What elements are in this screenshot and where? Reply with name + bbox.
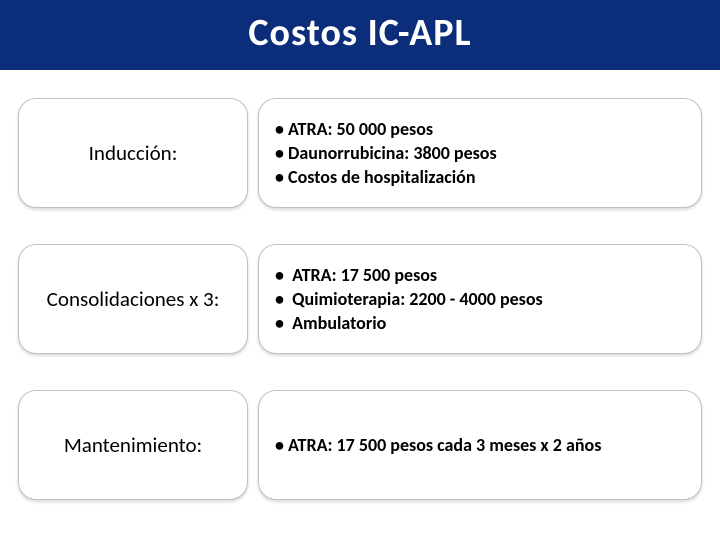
- label-text: Mantenimiento:: [64, 432, 202, 458]
- label-mantenimiento: Mantenimiento:: [18, 390, 248, 500]
- row-mantenimiento: Mantenimiento: ATRA: 17 500 pesos cada 3…: [18, 390, 702, 500]
- label-text: Inducción:: [89, 140, 178, 166]
- list-item: Daunorrubicina: 3800 pesos: [275, 141, 497, 165]
- row-consolidaciones: Consolidaciones x 3: ATRA: 17 500 pesos …: [18, 244, 702, 354]
- row-induccion: Inducción: ATRA: 50 000 pesos Daunorrubi…: [18, 98, 702, 208]
- header-bar: Costos IC-APL: [0, 0, 720, 70]
- content-area: Inducción: ATRA: 50 000 pesos Daunorrubi…: [0, 70, 720, 500]
- details-mantenimiento: ATRA: 17 500 pesos cada 3 meses x 2 años: [258, 390, 702, 500]
- label-consolidaciones: Consolidaciones x 3:: [18, 244, 248, 354]
- list-item: ATRA: 17 500 pesos: [275, 263, 543, 287]
- list-item: Ambulatorio: [275, 311, 543, 335]
- label-text: Consolidaciones x 3:: [47, 286, 220, 312]
- list-item: ATRA: 50 000 pesos: [275, 117, 497, 141]
- bullet-list: ATRA: 17 500 pesos cada 3 meses x 2 años: [275, 433, 601, 457]
- label-induccion: Inducción:: [18, 98, 248, 208]
- list-item: ATRA: 17 500 pesos cada 3 meses x 2 años: [275, 433, 601, 457]
- list-item: Costos de hospitalización: [275, 165, 497, 189]
- bullet-list: ATRA: 50 000 pesos Daunorrubicina: 3800 …: [275, 117, 497, 190]
- bullet-list: ATRA: 17 500 pesos Quimioterapia: 2200 -…: [275, 263, 543, 336]
- details-induccion: ATRA: 50 000 pesos Daunorrubicina: 3800 …: [258, 98, 702, 208]
- page-title: Costos IC-APL: [248, 10, 471, 56]
- details-consolidaciones: ATRA: 17 500 pesos Quimioterapia: 2200 -…: [258, 244, 702, 354]
- list-item: Quimioterapia: 2200 - 4000 pesos: [275, 287, 543, 311]
